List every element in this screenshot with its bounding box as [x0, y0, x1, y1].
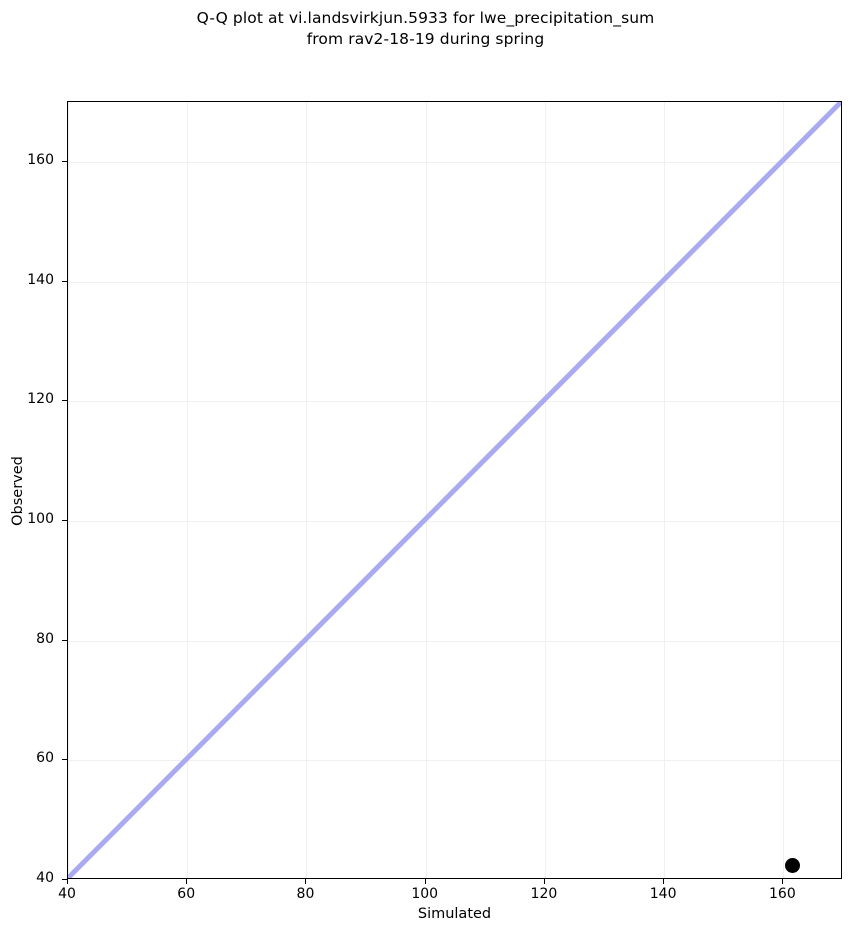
x-tick-label: 60	[177, 886, 196, 902]
gridline-vertical	[187, 102, 189, 878]
gridline-horizontal	[68, 161, 841, 163]
x-tick-label: 100	[411, 886, 439, 902]
y-tick-label: 160	[27, 151, 54, 168]
y-axis-label: Observed	[10, 456, 26, 526]
x-tick-label: 80	[296, 886, 315, 902]
y-tick-mark	[62, 519, 67, 521]
y-tick-label: 120	[27, 391, 54, 408]
y-tick-mark	[62, 400, 67, 402]
y-tick-mark	[62, 280, 67, 282]
x-tick-label: 160	[769, 886, 796, 902]
gridline-vertical	[664, 102, 666, 878]
x-tick-label: 40	[58, 886, 76, 902]
y-tick-mark	[62, 639, 67, 641]
y-tick-label: 140	[27, 271, 54, 288]
y-tick-mark	[62, 879, 67, 880]
x-tick-mark	[543, 879, 545, 884]
x-tick-mark	[782, 879, 784, 884]
x-tick-label: 120	[530, 886, 558, 902]
gridline-vertical	[68, 102, 69, 878]
x-axis-label: Simulated	[417, 906, 492, 922]
gridline-vertical	[783, 102, 785, 878]
gridline-horizontal	[68, 640, 841, 642]
y-tick-label: 40	[36, 870, 54, 886]
gridline-horizontal	[68, 281, 841, 283]
y-tick-mark	[62, 160, 67, 162]
y-tick-label: 80	[36, 630, 54, 647]
y-tick-mark	[62, 759, 67, 761]
gridline-horizontal	[68, 520, 841, 522]
x-tick-mark	[305, 879, 307, 884]
data-point	[784, 857, 800, 873]
y-tick-label: 100	[27, 510, 54, 527]
gridline-vertical	[306, 102, 308, 878]
chart-title: Q-Q plot at vi.landsvirkjun.5933 for lwe…	[196, 9, 655, 48]
gridline-vertical	[544, 102, 546, 878]
gridline-vertical	[425, 102, 427, 878]
x-tick-mark	[67, 879, 68, 884]
x-tick-mark	[186, 879, 188, 884]
x-tick-mark	[424, 879, 426, 884]
x-tick-label: 140	[649, 886, 677, 902]
plot-area	[67, 101, 842, 879]
gridline-horizontal	[68, 760, 841, 762]
gridline-horizontal	[68, 401, 841, 403]
y-tick-label: 60	[36, 750, 54, 767]
identity-reference-line	[68, 102, 841, 878]
x-tick-mark	[663, 879, 665, 884]
